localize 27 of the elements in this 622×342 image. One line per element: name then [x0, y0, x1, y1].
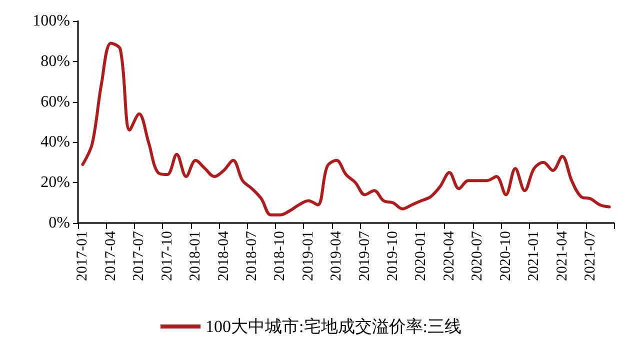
y-tick-label: 100%	[32, 12, 70, 30]
line-series	[81, 42, 611, 216]
y-tick-label: 80%	[40, 52, 70, 70]
x-tick-label: 2018-10	[272, 231, 288, 281]
y-tick-label: 0%	[48, 214, 70, 232]
x-tick-label: 2019-07	[356, 230, 373, 281]
x-tick-label: 2019-10	[385, 231, 402, 281]
x-tick-label: 2018-07	[244, 230, 260, 281]
x-tick-label: 2019-01	[300, 231, 316, 281]
x-tick-label: 2018-04	[216, 230, 232, 281]
y-tick-label: 20%	[40, 174, 70, 192]
x-tick-label: 2020-04	[441, 230, 458, 281]
x-tick-label: 2019-04	[328, 230, 345, 281]
x-tick-label: 2020-07	[470, 230, 486, 281]
legend-label: 100大中城市:宅地成交溢价率:三线	[206, 317, 462, 336]
x-tick-label: 2021-01	[526, 231, 542, 281]
x-tick-label: 2017-10	[159, 231, 176, 281]
y-tick-label: 60%	[40, 93, 70, 110]
x-tick-label: 2021-04	[554, 230, 570, 281]
x-tick-label: 2017-01	[74, 231, 91, 281]
x-tick-label: 2020-10	[498, 231, 514, 281]
y-tick-label: 40%	[40, 134, 70, 151]
x-tick-label: 2017-04	[102, 230, 119, 281]
x-tick-label: 2020-01	[413, 231, 430, 281]
x-tick-label: 2021-07	[582, 230, 598, 281]
x-tick-label: 2018-01	[188, 231, 204, 281]
x-tick-label: 2017-07	[131, 230, 148, 281]
